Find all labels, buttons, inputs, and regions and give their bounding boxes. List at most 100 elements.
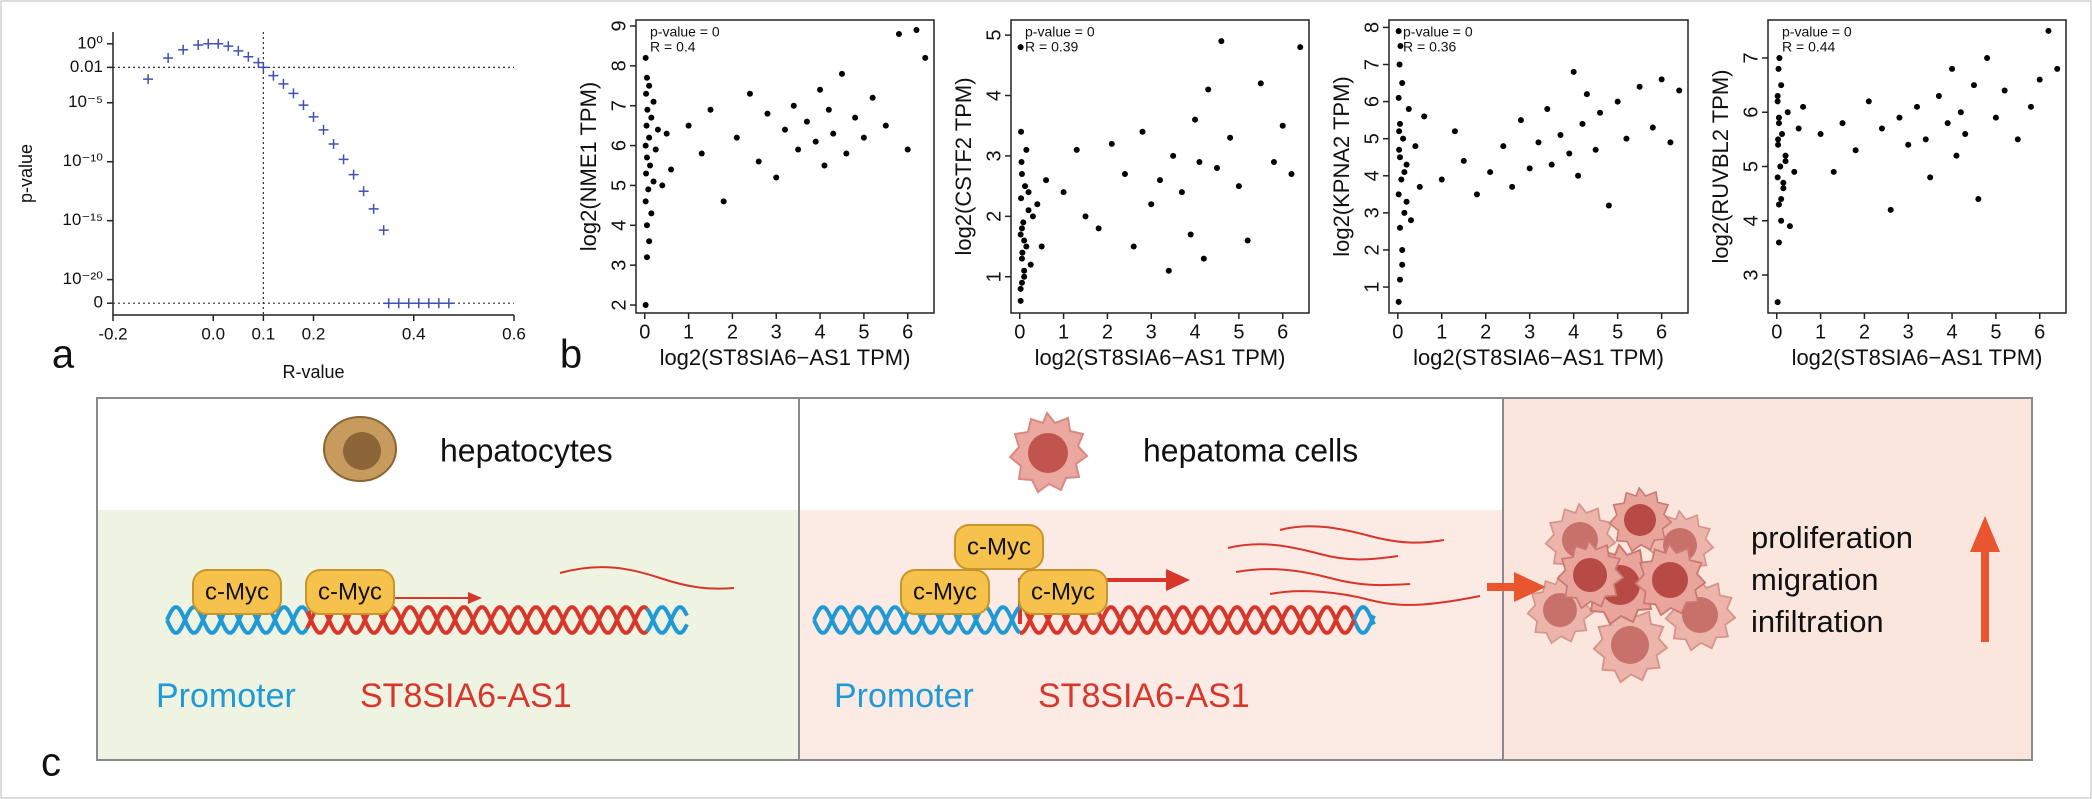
nucleus — [1682, 597, 1718, 633]
point — [1405, 106, 1412, 113]
point — [817, 86, 824, 93]
point — [1020, 219, 1027, 226]
point — [1396, 146, 1403, 153]
point — [1776, 54, 1783, 61]
point — [1279, 122, 1286, 129]
dna-strand — [305, 605, 649, 635]
point — [1992, 114, 1999, 121]
y-tick-label: 3 — [608, 260, 630, 271]
point — [1575, 172, 1582, 179]
x-axis-label: R-value — [282, 362, 344, 382]
point — [403, 298, 414, 309]
point — [1526, 165, 1533, 172]
point — [644, 106, 651, 113]
point — [1017, 285, 1024, 292]
point — [1896, 114, 1903, 121]
point — [1022, 183, 1029, 190]
x-tick-label: 3 — [771, 321, 782, 343]
x-tick-label: 3 — [1146, 321, 1157, 343]
point — [1676, 87, 1683, 94]
y-tick-label: 4 — [1361, 170, 1383, 181]
point — [782, 126, 788, 133]
point — [795, 146, 802, 153]
x-tick-label: 0 — [639, 321, 650, 343]
diagram: hepatocytes hepatoma cells Promoter ST8S… — [96, 397, 2033, 761]
point — [2027, 103, 2034, 110]
point — [1018, 128, 1025, 135]
tumor-cell — [1592, 605, 1669, 684]
y-tick-label: 3 — [1361, 207, 1383, 218]
y-tick-label: 6 — [1361, 96, 1383, 107]
panel-label: c — [41, 741, 61, 785]
point — [1779, 130, 1786, 137]
point — [1535, 139, 1542, 146]
x-tick-label: 4 — [1568, 321, 1579, 343]
annotation: p-value = 0 — [1403, 24, 1473, 40]
point — [707, 106, 714, 113]
point — [642, 54, 649, 61]
point — [1200, 255, 1207, 262]
point — [2054, 65, 2061, 72]
point — [1775, 201, 1782, 208]
point — [1778, 196, 1785, 203]
y-tick-label: 1 — [1361, 281, 1383, 292]
point — [821, 162, 828, 169]
point — [1922, 136, 1929, 143]
point — [643, 170, 650, 177]
point — [1025, 189, 1032, 196]
y-tick-label: 5 — [1361, 133, 1383, 144]
rna-strand — [1279, 525, 1445, 544]
point — [1213, 165, 1220, 172]
point — [1984, 54, 1991, 61]
y-tick-label: 3 — [983, 150, 1005, 161]
point — [1060, 189, 1067, 196]
chart: 0 1 2 3 4 5 6 1 2 3 4 5 6 7 8 p-value = 0R = 0.36 log2(S… — [1329, 19, 1689, 370]
point — [383, 298, 394, 309]
y-tick-label: 0 — [94, 293, 103, 312]
point — [1399, 261, 1406, 268]
point — [1778, 82, 1785, 89]
point — [642, 302, 649, 309]
point — [1073, 146, 1080, 153]
point — [698, 150, 705, 157]
panel-bg — [97, 510, 799, 760]
point — [643, 90, 650, 97]
tumor-cell — [1556, 539, 1625, 610]
point — [1395, 298, 1402, 305]
point — [1786, 223, 1793, 230]
point — [1157, 177, 1163, 184]
point — [1592, 146, 1599, 153]
plot-frame — [635, 19, 935, 314]
point — [178, 44, 189, 55]
point — [2014, 136, 2021, 143]
point — [1509, 183, 1516, 190]
point — [860, 134, 867, 141]
point — [1025, 207, 1032, 214]
point — [338, 154, 349, 165]
factor-label: c-Myc — [205, 578, 269, 605]
point — [755, 158, 762, 165]
point — [1018, 255, 1025, 262]
chart: -0.2 0.0 0.1 0.2 0.4 0.6 10⁰ 0.01 10⁻⁵ 10⁻¹⁰ 10⁻¹⁵… — [16, 32, 526, 382]
y-tick-label: 10⁻¹⁰ — [63, 151, 104, 170]
x-axis-label: log2(ST8SIA6−AS1 TPM) — [1413, 345, 1664, 370]
x-tick-label: 0.0 — [201, 324, 225, 343]
factor — [1018, 569, 1108, 615]
annotation: R = 0.39 — [1025, 39, 1079, 55]
y-tick-label: 10⁰ — [77, 33, 103, 52]
point — [1473, 191, 1480, 198]
point — [1570, 68, 1577, 75]
factor-label: c-Myc — [318, 578, 382, 605]
point — [1975, 196, 1982, 203]
point — [1019, 249, 1026, 256]
y-tick-label: 0.01 — [70, 57, 103, 76]
y-tick-label: 7 — [1361, 59, 1383, 70]
y-tick-label: 7 — [1740, 52, 1762, 63]
point — [1914, 103, 1920, 110]
point — [1396, 224, 1403, 231]
point — [1018, 158, 1025, 165]
outcome-label: proliferation — [1751, 520, 1913, 555]
x-tick-label: 0.6 — [502, 324, 526, 343]
point — [268, 70, 279, 81]
y-tick-label: 2 — [1361, 244, 1383, 255]
